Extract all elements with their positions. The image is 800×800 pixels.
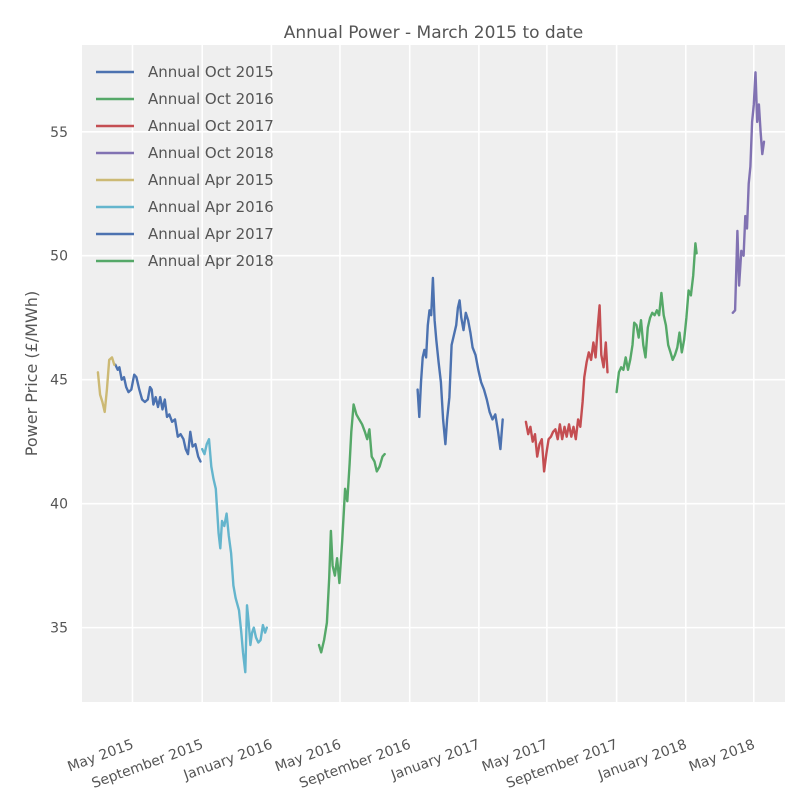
series-line-1 — [114, 363, 202, 463]
x-tick-label: May 2018 — [687, 737, 757, 776]
chart-title: Annual Power - March 2015 to date — [284, 23, 584, 43]
series-line-6 — [201, 438, 268, 674]
legend-item: Annual Apr 2018 — [96, 252, 274, 270]
legend-item: Annual Oct 2016 — [96, 90, 274, 108]
legend-item: Annual Oct 2018 — [96, 144, 274, 162]
legend-item: Annual Apr 2017 — [96, 225, 274, 243]
y-axis-label: Power Price (£/MWh) — [22, 291, 41, 456]
legend-label: Annual Apr 2016 — [148, 198, 274, 216]
legend-item: Annual Apr 2015 — [96, 171, 274, 189]
series-line-8 — [615, 242, 698, 394]
series-line-4 — [731, 71, 766, 314]
legend-label: Annual Oct 2018 — [148, 144, 274, 162]
series-line-7 — [416, 276, 504, 451]
y-tick-label: 55 — [50, 125, 68, 141]
legend-item: Annual Oct 2017 — [96, 117, 274, 135]
y-tick-label: 45 — [50, 373, 68, 389]
legend-label: Annual Apr 2017 — [148, 225, 274, 243]
y-tick-label: 40 — [50, 497, 68, 513]
legend-label: Annual Apr 2018 — [148, 252, 274, 270]
y-axis: 35 40 45 50 55 — [50, 125, 68, 637]
series-group — [96, 71, 766, 674]
y-tick-label: 35 — [50, 621, 68, 637]
legend-label: Annual Oct 2017 — [148, 117, 274, 135]
legend-label: Annual Oct 2016 — [148, 90, 274, 108]
series-line-3 — [524, 304, 609, 473]
legend: Annual Oct 2015 Annual Oct 2016 Annual Oct… — [96, 63, 274, 270]
series-line-5 — [96, 356, 116, 414]
legend-label: Annual Apr 2015 — [148, 171, 274, 189]
legend-label: Annual Oct 2015 — [148, 63, 274, 81]
plot-area — [82, 45, 785, 702]
series-line-2 — [317, 403, 386, 654]
y-tick-label: 50 — [50, 249, 68, 265]
legend-item: Annual Oct 2015 — [96, 63, 274, 81]
legend-item: Annual Apr 2016 — [96, 198, 274, 216]
